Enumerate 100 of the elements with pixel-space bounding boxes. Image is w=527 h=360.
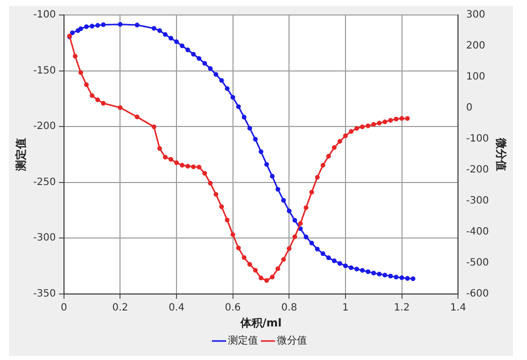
y2-tick-label: -100	[466, 134, 489, 145]
point	[388, 274, 393, 278]
y-tick-label: -150	[33, 65, 56, 76]
point	[202, 170, 208, 176]
y2-tick-label: -400	[466, 226, 489, 238]
point	[281, 198, 286, 203]
point	[134, 22, 140, 28]
point	[314, 174, 320, 180]
x-tick-label: 0.8	[281, 302, 298, 314]
point	[247, 126, 252, 131]
point	[348, 129, 354, 134]
point	[253, 136, 258, 142]
point	[78, 26, 84, 32]
point	[208, 66, 213, 71]
point	[157, 146, 162, 151]
point	[134, 114, 140, 120]
point	[90, 93, 94, 98]
y2-tick-label: -600	[466, 288, 489, 300]
point	[360, 124, 365, 130]
point	[264, 162, 269, 167]
x-tick-label: 0.4	[168, 302, 184, 314]
y2-tick-label: 200	[466, 40, 486, 52]
y2-tick-label: 0	[466, 102, 472, 114]
point	[337, 261, 342, 266]
point	[286, 246, 292, 251]
point	[185, 164, 190, 169]
y-tick-label: -100	[33, 10, 56, 21]
point	[292, 218, 298, 223]
point	[168, 36, 174, 41]
point	[270, 174, 275, 179]
point	[180, 162, 185, 168]
y-tick-label: -250	[33, 176, 56, 188]
point	[219, 78, 224, 83]
point	[343, 133, 348, 138]
point	[100, 22, 106, 28]
point	[191, 164, 196, 170]
point	[376, 120, 382, 126]
point	[276, 266, 280, 272]
point	[276, 186, 280, 192]
point	[399, 275, 404, 280]
x-tick-label: 0	[60, 302, 68, 314]
point	[343, 263, 348, 268]
point	[191, 52, 196, 57]
x-tick-label: 0.2	[112, 302, 128, 314]
point	[304, 205, 308, 210]
x-tick-label: 1	[342, 302, 349, 314]
point	[219, 204, 224, 210]
point	[174, 160, 179, 166]
y-tick-label: -300	[33, 232, 56, 244]
y-axis-title: 测定值	[14, 138, 28, 172]
point	[410, 276, 416, 282]
point	[242, 114, 246, 120]
point	[371, 122, 376, 127]
point	[208, 180, 213, 186]
point	[292, 234, 298, 240]
point	[394, 116, 399, 122]
point	[168, 157, 174, 162]
point	[236, 246, 241, 250]
point	[196, 56, 202, 61]
point	[224, 218, 230, 222]
point	[202, 61, 208, 66]
y2-tick-label: 100	[466, 72, 486, 83]
y2-tick-label: 300	[466, 10, 486, 21]
point	[118, 105, 123, 110]
point	[354, 126, 360, 131]
point	[286, 208, 292, 214]
point	[382, 120, 388, 124]
point	[162, 154, 168, 160]
point	[371, 270, 376, 276]
point	[304, 234, 308, 240]
point	[230, 232, 236, 237]
point	[157, 28, 162, 33]
point	[253, 268, 258, 273]
point	[185, 48, 190, 52]
point	[214, 192, 218, 197]
point	[332, 145, 337, 150]
point	[242, 255, 246, 260]
point	[354, 266, 360, 272]
point	[162, 32, 168, 37]
point	[76, 28, 80, 33]
x-tick-label: 1.2	[394, 302, 410, 314]
point	[95, 98, 100, 102]
y2-tick-label: -300	[466, 195, 489, 206]
x-tick-label: 1.4	[450, 302, 466, 314]
point	[224, 86, 230, 91]
point	[78, 70, 84, 75]
point	[405, 276, 410, 281]
point	[376, 272, 382, 276]
point	[264, 278, 269, 283]
y2-axis-title: 微分值	[494, 136, 508, 171]
point	[320, 162, 326, 168]
legend-label: 测定值	[228, 334, 258, 347]
point	[399, 116, 404, 121]
point	[95, 23, 100, 28]
point	[366, 269, 370, 274]
point	[332, 258, 337, 264]
point	[270, 274, 275, 280]
point	[180, 44, 185, 48]
point	[72, 54, 78, 59]
point	[320, 251, 326, 256]
